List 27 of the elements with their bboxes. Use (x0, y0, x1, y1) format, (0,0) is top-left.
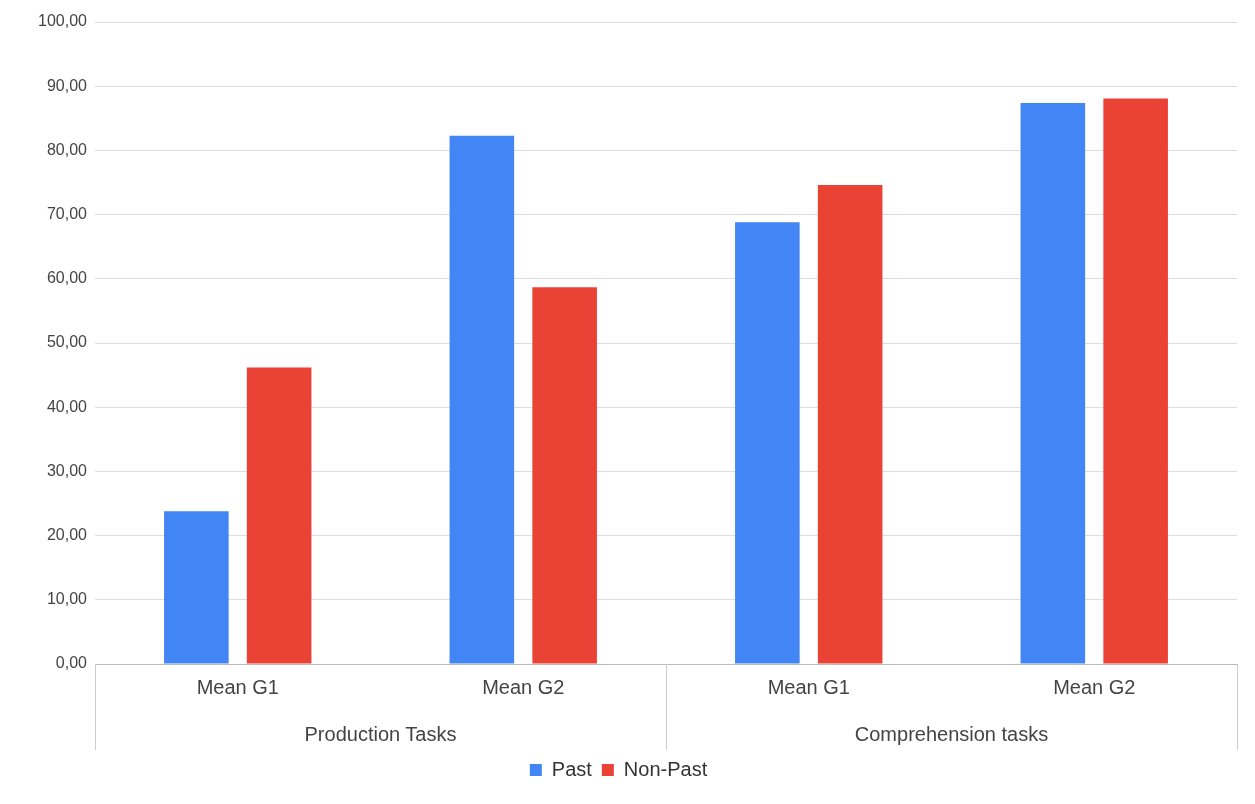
x-tick-label: Mean G2 (1053, 675, 1136, 698)
x-tick-label: Mean G1 (767, 675, 850, 698)
y-tick-label: 0,00 (55, 654, 88, 672)
bar (246, 367, 312, 664)
text: Production Tasks (304, 722, 457, 745)
y-tick-label: 50,00 (46, 333, 88, 351)
bar (532, 287, 597, 664)
y-tick-label: 30,00 (46, 461, 88, 479)
y-tick-label: 40,00 (46, 397, 88, 415)
y-tick-label: 90,00 (46, 76, 88, 94)
y-tick-label: 60,00 (46, 269, 88, 287)
y-tick-label: 70,00 (46, 205, 88, 223)
x-tick-label: Mean G2 (482, 675, 565, 698)
x-tick-label: Mean G1 (196, 675, 279, 698)
legend-label: Non-Past (623, 757, 708, 780)
y-tick-label: 20,00 (46, 526, 88, 544)
y-tick-label: 10,00 (46, 590, 88, 608)
legend-label: Past (551, 757, 593, 780)
bar (735, 222, 800, 664)
bar (1020, 102, 1086, 664)
bar (817, 185, 883, 664)
bar (164, 511, 229, 664)
y-tick-label: 80,00 (46, 140, 88, 158)
text: Comprehension tasks (854, 722, 1049, 745)
y-tick-label: 100,00 (38, 12, 88, 30)
bar (1103, 98, 1168, 664)
bar (449, 135, 515, 664)
